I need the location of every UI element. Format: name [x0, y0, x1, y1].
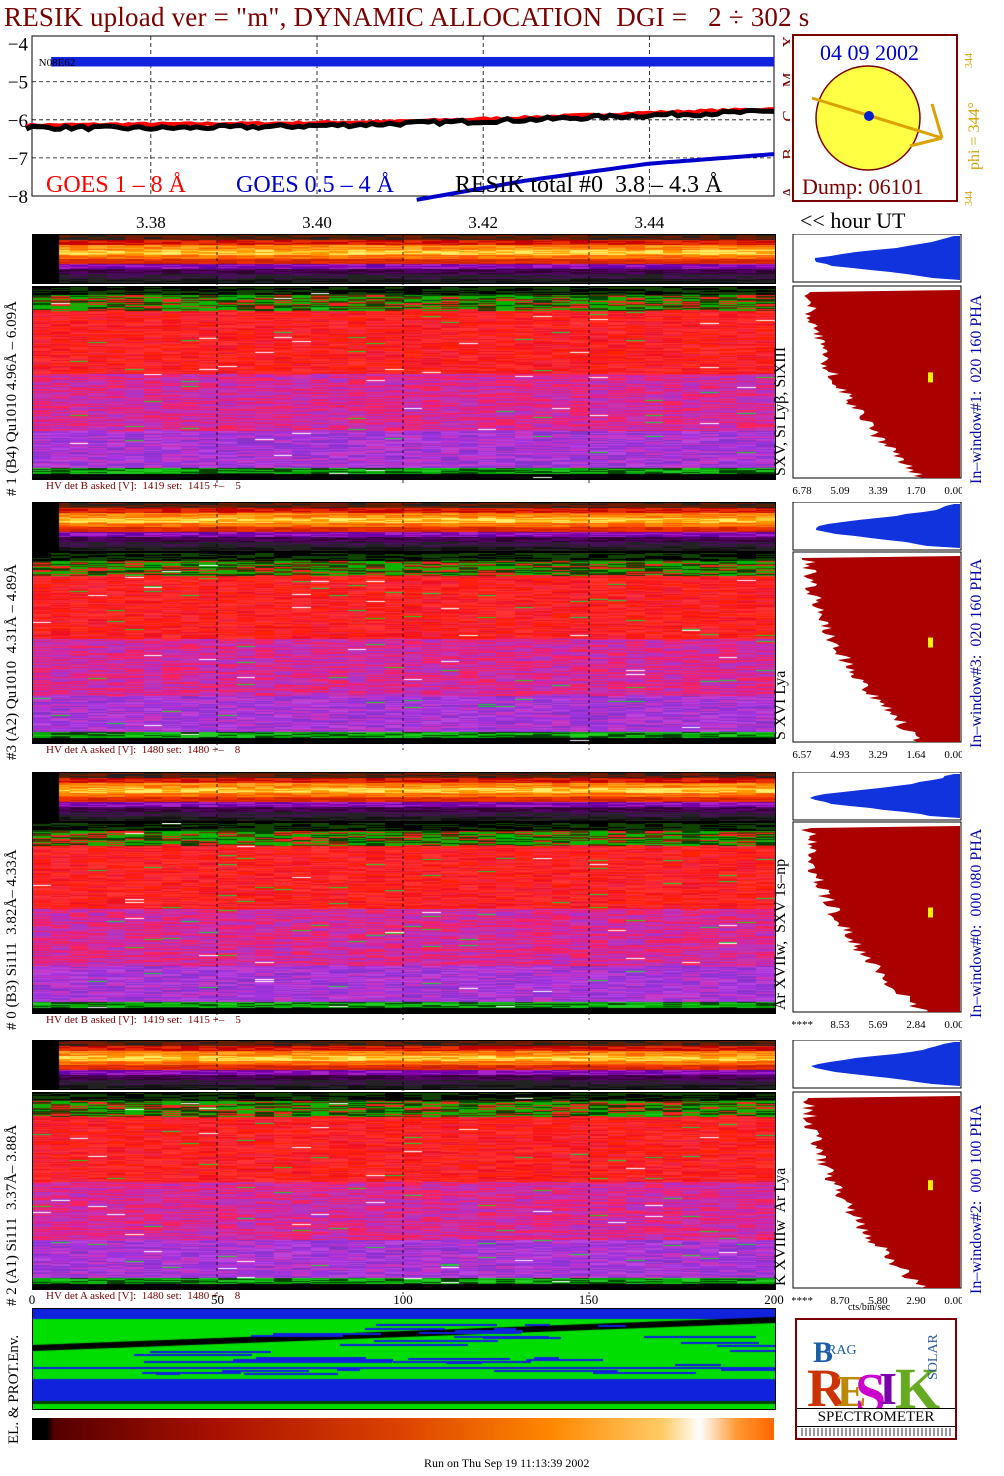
plot-title: RESIK upload ver = "m", DYNAMIC ALLOCATI… — [4, 2, 810, 32]
histogram-x-label: cts/bin/sec — [848, 1302, 891, 1313]
y-tick-label: −4 — [8, 35, 29, 56]
histogram-tick-label: **** — [792, 1295, 813, 1307]
hv-status: HV det B asked [V]: 1419 set: 1415 +– 5 — [46, 1014, 241, 1026]
time-axis-tick: 200 — [764, 1292, 784, 1307]
histogram-tick-label: 3.39 — [868, 485, 888, 497]
time-axis-tick: 150 — [578, 1292, 599, 1307]
series-line — [25, 107, 775, 133]
detector-top-spectrum — [32, 772, 776, 822]
legend-resik: RESIK total #0 3.8 – 4.3 Å — [455, 172, 723, 198]
histogram-tick-label: **** — [792, 1019, 813, 1031]
detector-top-spectrum — [32, 1040, 776, 1090]
histogram-tick-label: 3.29 — [868, 749, 888, 761]
histogram-tick-label: 2.84 — [906, 1019, 926, 1031]
histogram-tick-label: 0.00 — [944, 749, 962, 761]
histogram-tick-label: 0.00 — [944, 1295, 962, 1307]
histogram-tick-label: 0.00 — [944, 1019, 962, 1031]
observation-date: 04 09 2002 — [820, 40, 919, 65]
flare-class-letter: B — [779, 148, 790, 159]
spectral-lines-label: Ar XVIIw, SXV 1s–np — [772, 858, 789, 1010]
hv-status: HV det A asked [V]: 1480 set: 1480 +– 8 — [46, 1290, 241, 1302]
svg-text:I: I — [879, 1363, 897, 1414]
footer-run-info: Run on Thu Sep 19 11:13:39 2002 — [424, 1456, 590, 1470]
histogram-tick-label: 8.70 — [830, 1295, 850, 1307]
histogram-tick-label: 1.64 — [906, 749, 926, 761]
y-tick-label: −6 — [8, 111, 28, 132]
series-line — [25, 107, 775, 129]
pha-histogram: 6.57 4.93 3.29 1.64 0.00 — [792, 502, 962, 761]
flare-class-letter: M — [779, 72, 790, 87]
x-tick-label: 3.40 — [302, 213, 332, 230]
phi-side-bottom: 344 — [964, 191, 975, 206]
detector-label: #3 (A2) Qu1010 4.31Å – 4.89Å — [4, 564, 20, 760]
pha-window-label: In–window#3: 020 160 PHA — [968, 558, 985, 748]
pha-window-label: In–window#0: 000 080 PHA — [968, 828, 985, 1018]
environment-label: EL. & PROT.Env. — [6, 1334, 22, 1444]
histogram-tick-label: 5.80 — [868, 1295, 888, 1307]
spectral-lines-label: S XVI Lya — [772, 670, 789, 740]
legend-goes-high: GOES 0.5 – 4 Å — [236, 172, 395, 198]
svg-text:SOLAR: SOLAR — [926, 1333, 941, 1380]
time-axis-tick: 0 — [28, 1292, 36, 1307]
flare-class-letter: A — [779, 185, 790, 198]
histogram-tick-label: 4.93 — [830, 749, 850, 761]
event-marker-bar — [51, 56, 775, 67]
y-tick-label: −8 — [8, 187, 28, 208]
svg-text:RAG: RAG — [827, 1343, 857, 1358]
detector-top-spectrum — [32, 502, 776, 552]
x-tick-label: 3.44 — [634, 213, 664, 230]
detector-dynamic-spectrum — [32, 286, 776, 480]
x-tick-label: 3.42 — [468, 213, 498, 230]
pha-histogram: **** 8.53 5.69 2.84 0.00 — [792, 772, 962, 1031]
histogram-tick-label: 5.09 — [830, 485, 850, 497]
phi-label: phi = 344° — [966, 102, 983, 170]
pha-window-label: In–window#2: 000 100 PHA — [968, 1104, 985, 1294]
detector-top-spectrum — [32, 234, 776, 284]
detector-dynamic-spectrum — [32, 552, 776, 744]
environment-panel — [32, 1308, 776, 1410]
resik-logo: B RAG R E S I K SOLAR SPECTROMETER — [795, 1318, 957, 1440]
spectral-lines-label: SXV, Si Lyβ, SiXIII — [772, 346, 789, 476]
time-axis-tick: 100 — [393, 1292, 413, 1307]
detector-label: # 1 (B4) Qu1010 4.96Å – 6.09Å — [4, 301, 20, 496]
pha-histogram: **** 8.70 5.80 2.90 0.00 — [792, 1040, 962, 1307]
pha-histogram: 6.78 5.09 3.39 1.70 0.00 — [792, 234, 962, 497]
event-marker-label: N08E62 — [39, 57, 76, 69]
sun-position-panel — [792, 34, 958, 202]
spectral-lines-label: K XVIIIw Ar Lya — [772, 1167, 789, 1286]
dump-label: Dump: 06101 — [802, 174, 924, 199]
histogram-tick-label: 8.53 — [830, 1019, 850, 1031]
legend-goes-low: GOES 1 – 8 Å — [46, 172, 187, 198]
pointing-dot — [864, 111, 874, 121]
histogram-tick-label: 5.69 — [868, 1019, 888, 1031]
svg-text:E: E — [837, 1367, 866, 1416]
hv-status: HV det A asked [V]: 1480 set: 1480 +– 8 — [46, 744, 241, 756]
histogram-tick-label: 6.78 — [792, 485, 812, 497]
color-scale-bar — [32, 1418, 774, 1440]
histogram-tick-label: 0.00 — [944, 485, 962, 497]
detector-label: # 2 (A1) Si111 3.37Å– 3.88Å — [4, 1124, 20, 1306]
pha-window-label: In–window#1: 020 160 PHA — [968, 294, 985, 484]
hv-status: HV det B asked [V]: 1419 set: 1415 +– 5 — [46, 480, 241, 492]
flare-class-letter: C — [779, 110, 790, 121]
phi-line — [811, 96, 943, 140]
logo-caption: SPECTROMETER — [797, 1408, 955, 1427]
flare-class-letter: X — [779, 36, 790, 48]
hour-ut-label: << hour UT — [800, 208, 906, 233]
histogram-tick-label: 6.57 — [792, 749, 812, 761]
light-curve-chart: −4 −5 −6 −7 −8 3.38 3.40 3.42 3.44 X M C B A N08E62 — [8, 35, 790, 230]
detector-label: # 0 (B3) Si111 3.82Å– 4.33Å — [4, 849, 20, 1030]
series-line — [416, 152, 775, 202]
detector-dynamic-spectrum — [32, 822, 776, 1014]
x-tick-label: 3.38 — [136, 213, 166, 230]
y-tick-label: −7 — [8, 149, 28, 170]
histogram-tick-label: 2.90 — [906, 1295, 926, 1307]
phi-side-top: 344 — [964, 53, 975, 68]
histogram-tick-label: 1.70 — [906, 485, 926, 497]
time-axis-tick: 50 — [211, 1292, 224, 1307]
svg-text:B: B — [813, 1336, 833, 1369]
y-tick-label: −5 — [8, 73, 28, 94]
detector-dynamic-spectrum — [32, 1092, 776, 1290]
